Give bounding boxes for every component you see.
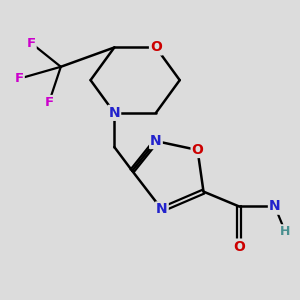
Text: F: F <box>15 72 24 85</box>
Text: N: N <box>156 202 168 216</box>
Text: O: O <box>192 143 203 157</box>
Text: N: N <box>150 134 162 148</box>
Text: F: F <box>44 96 53 109</box>
Text: N: N <box>269 200 281 214</box>
Text: O: O <box>150 40 162 55</box>
Text: O: O <box>233 240 245 254</box>
Text: N: N <box>269 200 281 214</box>
Text: F: F <box>26 37 36 50</box>
Text: N: N <box>109 106 120 120</box>
Text: H: H <box>280 225 290 238</box>
